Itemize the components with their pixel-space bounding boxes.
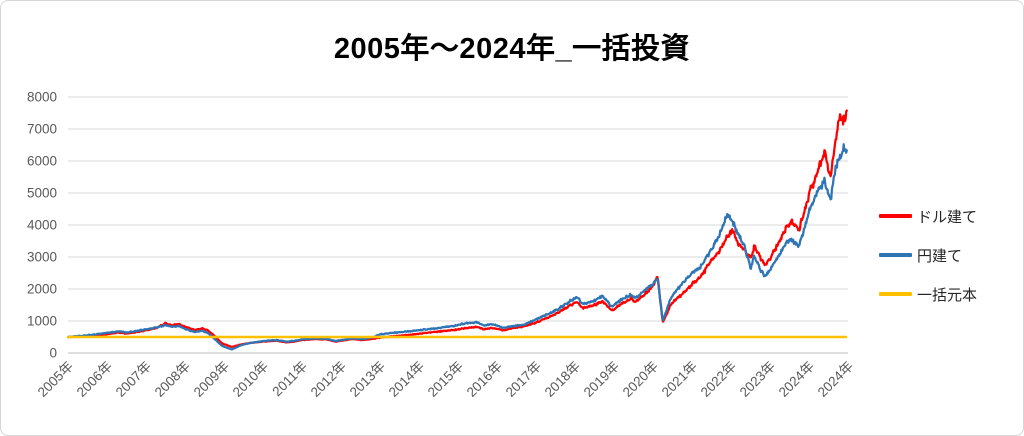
legend-swatch-yen-line [879,253,912,257]
legend-label-principal: 一括元本 [917,286,978,304]
legend-label-dollar: ドル建て [917,208,978,226]
x-axis-label: 2018年 [542,359,583,400]
x-axis-label: 2007年 [113,359,154,400]
x-axis-label: 2015年 [425,359,466,400]
x-axis-label: 2017年 [503,359,544,400]
series-line-yen [66,143,848,351]
x-axis-label: 2014年 [386,359,427,400]
x-axis-label: 2019年 [581,359,622,400]
legend-item-principal: 一括元本 [879,285,978,304]
y-axis-label: 1000 [27,314,57,329]
x-axis-label: 2016年 [464,359,505,400]
x-axis-label: 2024年 [815,359,856,400]
legend-item-yen: 円建て [879,246,977,265]
y-axis-label: 6000 [27,154,57,169]
y-axis-label: 0 [49,346,57,361]
x-axis-label: 2011年 [269,359,310,400]
x-axis-label: 2005年 [35,359,76,400]
chart-title: 2005年～2024年_一括投資 [333,33,691,65]
x-axis-label: 2020年 [620,359,661,400]
legend-item-dollar: ドル建て [879,207,978,226]
x-axis-label: 2024年 [776,359,817,400]
x-axis-label: 2008年 [152,359,193,400]
legend-swatch-principal-line [879,292,912,296]
y-axis-label: 2000 [27,282,57,297]
x-axis-label: 2023年 [737,359,778,400]
x-axis-label: 2013年 [347,359,388,400]
x-axis-label: 2022年 [698,359,739,400]
legend-label-yen: 円建て [917,247,963,265]
x-axis-label: 2021年 [659,359,700,400]
series-line-dollar [66,109,848,349]
legend: ドル建て 円建て 一括元本 [879,207,977,324]
y-axis-label: 7000 [27,122,57,137]
legend-swatch-dollar-line [879,214,912,218]
y-axis-label: 4000 [27,218,57,233]
y-axis-label: 8000 [27,90,57,105]
x-axis-label: 2012年 [308,359,349,400]
y-axis-label: 5000 [27,186,57,201]
y-axis-label: 3000 [27,250,57,265]
x-axis-label: 2009年 [191,359,232,400]
x-axis-label: 2010年 [230,359,271,400]
x-axis-label: 2006年 [74,359,115,400]
